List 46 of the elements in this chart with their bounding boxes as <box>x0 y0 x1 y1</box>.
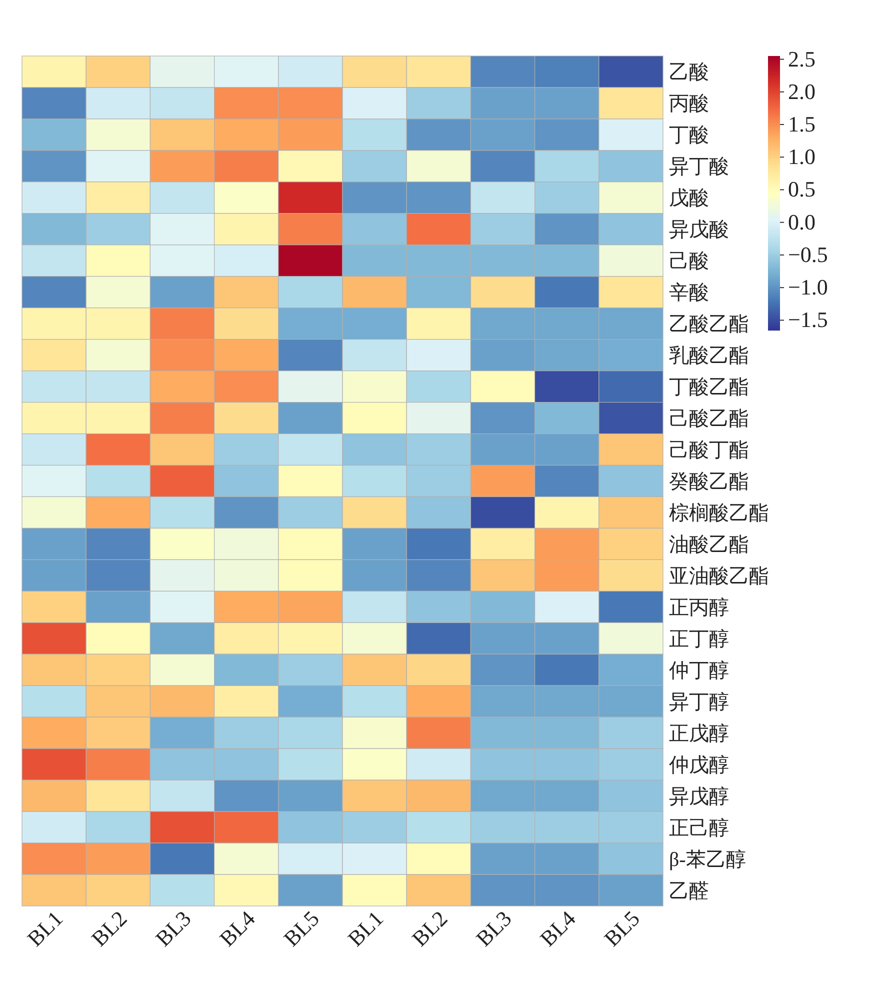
y-tick-label: 正己醇 <box>669 817 729 840</box>
y-tick-label: 正丁醇 <box>669 628 729 650</box>
y-tick-label: 仲戊醇 <box>669 754 729 776</box>
x-tick-label: BL4 <box>535 906 580 952</box>
x-tick-label: BL1 <box>22 906 68 952</box>
y-tick-label: 亚油酸乙酯 <box>669 565 769 588</box>
x-tick-label: BL2 <box>406 906 452 952</box>
y-tick-label: 丁酸乙酯 <box>669 376 749 399</box>
x-tick-label: BL2 <box>86 906 132 952</box>
y-tick-label: 辛酸 <box>669 282 709 304</box>
x-tick-label: BL3 <box>470 906 516 952</box>
x-tick-label: BL5 <box>278 906 324 952</box>
color-bar-label: −0.5 <box>788 242 828 267</box>
y-tick-label: 己酸乙酯 <box>669 408 749 430</box>
y-tick-label: 异戊酸 <box>669 219 729 242</box>
y-tick-label: β-苯乙醇 <box>669 848 746 871</box>
y-tick-label: 癸酸乙酯 <box>669 471 749 493</box>
x-tick-label: BL1 <box>342 906 388 952</box>
color-bar-label: 0.5 <box>788 176 816 202</box>
y-tick-label: 己酸 <box>669 250 709 273</box>
y-tick-label: 棕榈酸乙酯 <box>669 502 769 524</box>
x-tick-label: BL4 <box>214 906 260 952</box>
y-tick-label: 己酸丁酯 <box>669 440 749 462</box>
x-tick-label: BL5 <box>599 906 644 952</box>
color-bar-label: 2.5 <box>788 46 816 72</box>
y-tick-label: 丁酸 <box>669 124 709 147</box>
color-bar-label: 2.0 <box>788 78 816 104</box>
y-tick-label: 正丙醇 <box>669 596 729 619</box>
color-bar-label: 1.5 <box>788 112 816 136</box>
y-tick-label: 乙酸 <box>669 62 709 84</box>
y-tick-label: 乙酸乙酯 <box>669 314 749 336</box>
y-tick-label: 异戊醇 <box>669 786 729 808</box>
y-tick-label: 油酸乙酯 <box>669 534 749 556</box>
color-bar-label: 0.0 <box>788 209 816 234</box>
y-tick-label: 正戊醇 <box>669 722 729 745</box>
x-tick-label: BL3 <box>150 906 196 952</box>
color-bar-label: 1.0 <box>788 144 816 170</box>
color-bar-label: −1.5 <box>788 307 828 332</box>
y-tick-label: 乳酸乙酯 <box>669 345 749 368</box>
y-tick-label: 仲丁醇 <box>669 660 729 682</box>
y-tick-label: 丙酸 <box>669 93 709 116</box>
y-tick-label: 异丁酸 <box>669 156 729 178</box>
y-tick-label: 戊酸 <box>669 188 709 210</box>
y-tick-label: 乙醛 <box>669 880 709 902</box>
color-bar-label: −1.0 <box>788 274 828 300</box>
y-tick-label: 异丁醇 <box>669 691 729 714</box>
